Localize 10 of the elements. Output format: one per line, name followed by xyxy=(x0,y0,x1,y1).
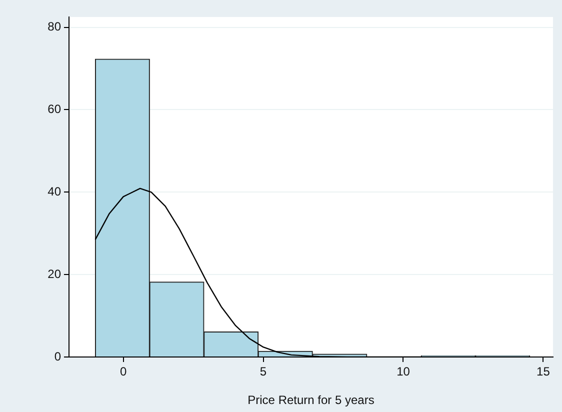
x-tick-label: 0 xyxy=(120,364,127,379)
y-tick-label: 40 xyxy=(48,184,62,198)
x-tick-label: 15 xyxy=(536,364,550,379)
x-tick-label: 10 xyxy=(396,364,410,379)
y-tick-label: 0 xyxy=(54,349,62,364)
x-axis-title: Price Return for 5 years xyxy=(248,393,374,408)
y-tick-label: 60 xyxy=(48,102,62,116)
y-tick-label: 20 xyxy=(48,266,62,281)
x-tick-label: 5 xyxy=(260,364,267,379)
y-tick-label: 80 xyxy=(48,20,62,34)
